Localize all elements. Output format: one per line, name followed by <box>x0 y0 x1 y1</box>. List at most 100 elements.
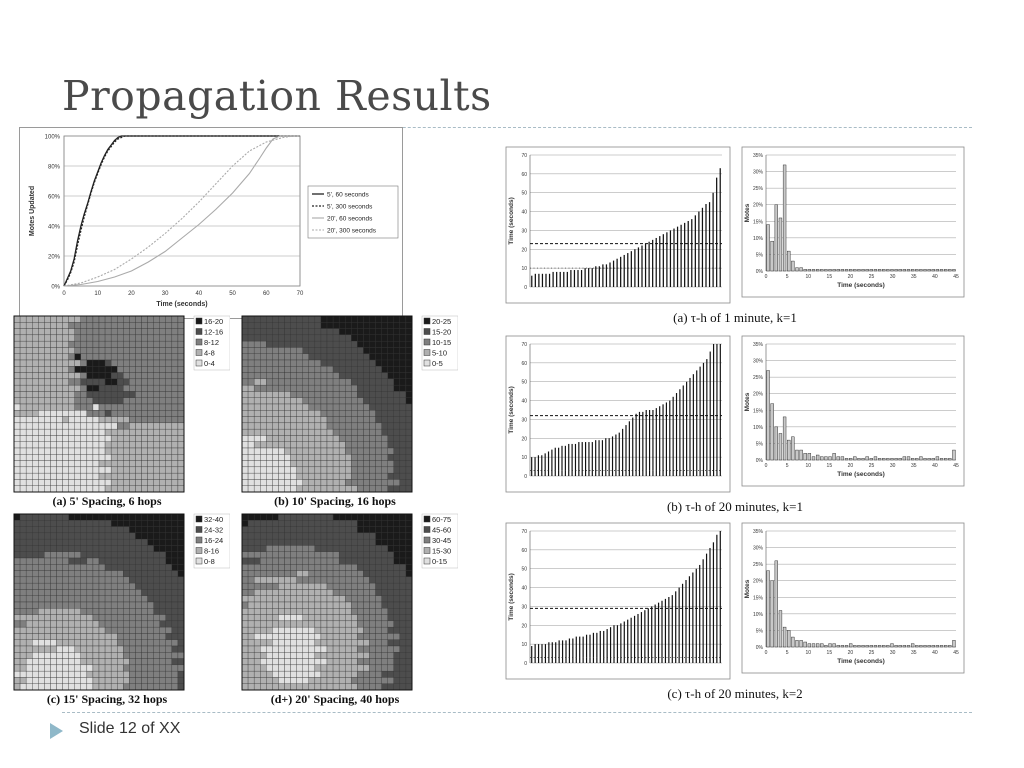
heatmap-cell <box>141 328 148 336</box>
heatmap-cell <box>117 454 124 461</box>
heatmap-cell <box>326 652 334 659</box>
heatmap-cell <box>332 532 340 540</box>
bar <box>581 442 583 476</box>
heatmap-cell <box>171 403 179 411</box>
heatmap-cell <box>381 454 388 461</box>
y-tick-label: 40 <box>521 399 527 405</box>
heatmap-cell <box>80 384 88 392</box>
heatmap-cell <box>123 466 130 474</box>
bar <box>886 645 890 648</box>
heatmap-cell <box>56 403 63 411</box>
heatmap-cell <box>50 322 57 329</box>
bar <box>541 644 543 663</box>
heatmap-cell <box>147 454 154 461</box>
right-figure-b: 0 10 20 30 40 50 60 70 Time (seconds) 0% 5% 10% 15% 2… <box>500 332 970 518</box>
heatmap-cell <box>405 513 413 521</box>
heatmap-cell <box>351 652 358 659</box>
heatmap-cell <box>25 441 33 449</box>
heatmap-cell <box>296 683 303 691</box>
heatmap-cell <box>25 460 33 468</box>
heatmap-cell <box>405 384 413 392</box>
heatmap-cell <box>62 403 69 411</box>
heatmap-cell <box>326 435 334 442</box>
heatmap-cell <box>177 441 185 449</box>
heatmap-cell <box>147 460 154 468</box>
heatmap-cell <box>110 353 118 361</box>
heatmap-cell <box>332 595 340 603</box>
heatmap-caption: (a) 5' Spacing, 6 hops <box>52 494 161 508</box>
legend-label: 16-24 <box>204 536 223 545</box>
y-tick-label: 100% <box>45 135 61 141</box>
heatmap-cell <box>56 485 63 493</box>
heatmap-cell <box>147 353 154 361</box>
heatmap-cell <box>62 664 69 672</box>
heatmap-cell <box>56 410 63 417</box>
heatmap-cell <box>25 545 33 552</box>
heatmap-cell <box>351 520 358 527</box>
heatmap-cell <box>159 614 166 622</box>
heatmap-cell <box>32 683 39 691</box>
heatmap-cell <box>98 620 106 628</box>
heatmap-cell <box>290 658 297 666</box>
heatmap-cell <box>302 538 309 546</box>
heatmap-cell <box>135 422 142 430</box>
heatmap-cell <box>177 466 185 474</box>
heatmap-cell <box>296 526 303 534</box>
heatmap-cell <box>68 454 75 461</box>
bar <box>655 408 657 476</box>
heatmap-cell <box>351 589 358 596</box>
heatmap-cell <box>98 677 106 684</box>
heatmap-cell <box>141 570 148 578</box>
heatmap-cell <box>332 410 340 417</box>
heatmap-cell <box>123 582 130 590</box>
heatmap-cell <box>260 589 267 596</box>
heatmap-cell <box>338 384 346 392</box>
heatmap-cell <box>159 472 166 480</box>
heatmap-cell <box>44 340 51 348</box>
heatmap-cell <box>260 608 267 615</box>
heatmap-cell <box>159 639 166 647</box>
heatmap-cell <box>19 545 27 552</box>
heatmap-cell <box>56 670 63 678</box>
heatmap-cell <box>32 428 39 436</box>
heatmap-cell <box>117 359 124 367</box>
heatmap-cell <box>171 384 179 392</box>
heatmap-cell <box>74 520 81 527</box>
heatmap-cell <box>357 532 364 540</box>
bar <box>588 268 590 287</box>
heatmap-cell <box>253 526 261 534</box>
heatmap-cell <box>387 422 394 430</box>
bar <box>661 600 663 663</box>
bar <box>678 587 680 663</box>
heatmap-cell <box>171 589 179 596</box>
heatmap-cell <box>80 372 88 380</box>
heatmap-cell <box>393 557 401 565</box>
heatmap-cell <box>98 564 106 571</box>
heatmap-cell <box>68 378 75 386</box>
heatmap-cell <box>272 410 279 417</box>
heatmap-cell <box>171 441 179 449</box>
heatmap-cell <box>278 670 285 678</box>
heatmap-cell <box>345 384 352 392</box>
bar <box>568 638 571 663</box>
heatmap-cell <box>141 645 148 653</box>
heatmap-cell <box>296 347 303 354</box>
bar <box>635 413 637 476</box>
heatmap-cell <box>296 428 303 436</box>
heatmap-cell <box>129 614 136 622</box>
heatmap-cell <box>266 570 273 578</box>
bar <box>787 630 791 648</box>
heatmap-cell <box>363 595 370 603</box>
heatmap-cell <box>351 677 358 684</box>
heatmap-cell <box>320 384 328 392</box>
heatmap-cell <box>302 466 309 474</box>
y-tick-label: 10% <box>753 425 764 431</box>
heatmap-cell <box>13 620 21 628</box>
heatmap-cell <box>272 441 279 449</box>
heatmap-cell <box>117 315 124 323</box>
heatmap-cell <box>369 416 376 424</box>
heatmap-cell <box>320 645 328 653</box>
heatmap-cell <box>104 410 112 417</box>
heatmap-cell <box>290 466 297 474</box>
heatmap-cell <box>129 526 136 534</box>
